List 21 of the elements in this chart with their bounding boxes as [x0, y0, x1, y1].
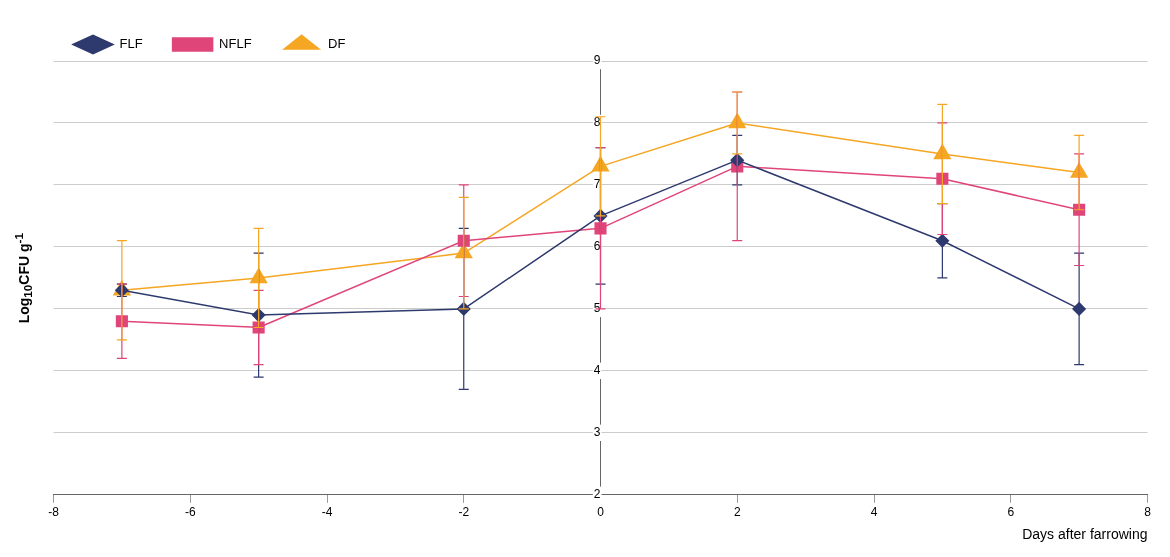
legend-label: DF	[328, 36, 346, 52]
y-tick-label: 9	[593, 53, 601, 68]
y-tick-label: 3	[593, 425, 601, 440]
y-tick-label: 4	[593, 363, 601, 378]
x-tick-label: 8	[1144, 505, 1152, 520]
y-tick-label: 6	[593, 239, 601, 254]
legend-label: FLF	[119, 36, 143, 52]
x-tick-label: -6	[184, 505, 196, 520]
y-tick-label: 7	[593, 177, 601, 192]
x-tick-label: -8	[48, 505, 60, 520]
x-axis-title: Days after farrowing	[1022, 526, 1148, 543]
x-tick-label: -2	[458, 505, 470, 520]
y-tick-label: 8	[593, 115, 601, 130]
legend-label: NFLF	[219, 36, 252, 52]
y-tick-label: 2	[593, 487, 601, 502]
x-tick-label: 0	[597, 505, 605, 520]
x-tick-label: 4	[870, 505, 878, 520]
x-tick-label: -4	[321, 505, 333, 520]
x-tick-label: 6	[1007, 505, 1015, 520]
x-tick-label: 2	[733, 505, 741, 520]
y-tick-label: 5	[593, 301, 601, 316]
